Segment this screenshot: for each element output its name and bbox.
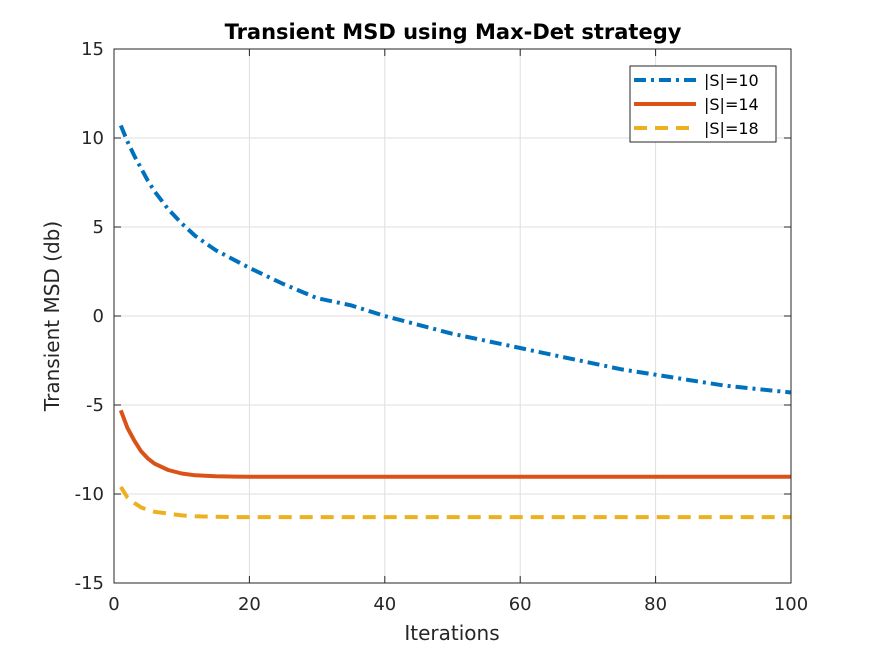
x-tick-label: 80 — [644, 594, 667, 615]
x-tick-label: 20 — [238, 594, 261, 615]
legend-label: |S|=14 — [704, 95, 759, 114]
y-tick-label: 0 — [93, 306, 104, 327]
chart-title: Transient MSD using Max-Det strategy — [225, 20, 682, 44]
y-tick-label: -15 — [75, 573, 104, 594]
x-tick-label: 40 — [373, 594, 396, 615]
axis-ticks: 0 20 40 60 80 100 -15 -10 -5 0 5 10 15 — [75, 39, 809, 615]
legend: |S|=10 |S|=14 |S|=18 — [629, 65, 777, 143]
y-axis-label: Transient MSD (db) — [40, 221, 64, 412]
series-line-2 — [118, 409, 791, 479]
series-layer — [118, 124, 792, 520]
y-tick-label: -10 — [75, 484, 104, 505]
x-axis-label: Iterations — [404, 621, 499, 645]
y-tick-label: -5 — [86, 395, 104, 416]
legend-label: |S|=18 — [704, 119, 759, 138]
series-line-1 — [118, 124, 792, 395]
x-tick-label: 60 — [509, 594, 532, 615]
x-tick-label: 100 — [774, 594, 808, 615]
y-tick-label: 10 — [81, 128, 104, 149]
legend-label: |S|=10 — [704, 71, 759, 90]
y-tick-label: 5 — [93, 217, 104, 238]
y-tick-label: 15 — [81, 39, 104, 60]
x-tick-label: 0 — [108, 594, 119, 615]
series-line-3 — [119, 485, 791, 520]
